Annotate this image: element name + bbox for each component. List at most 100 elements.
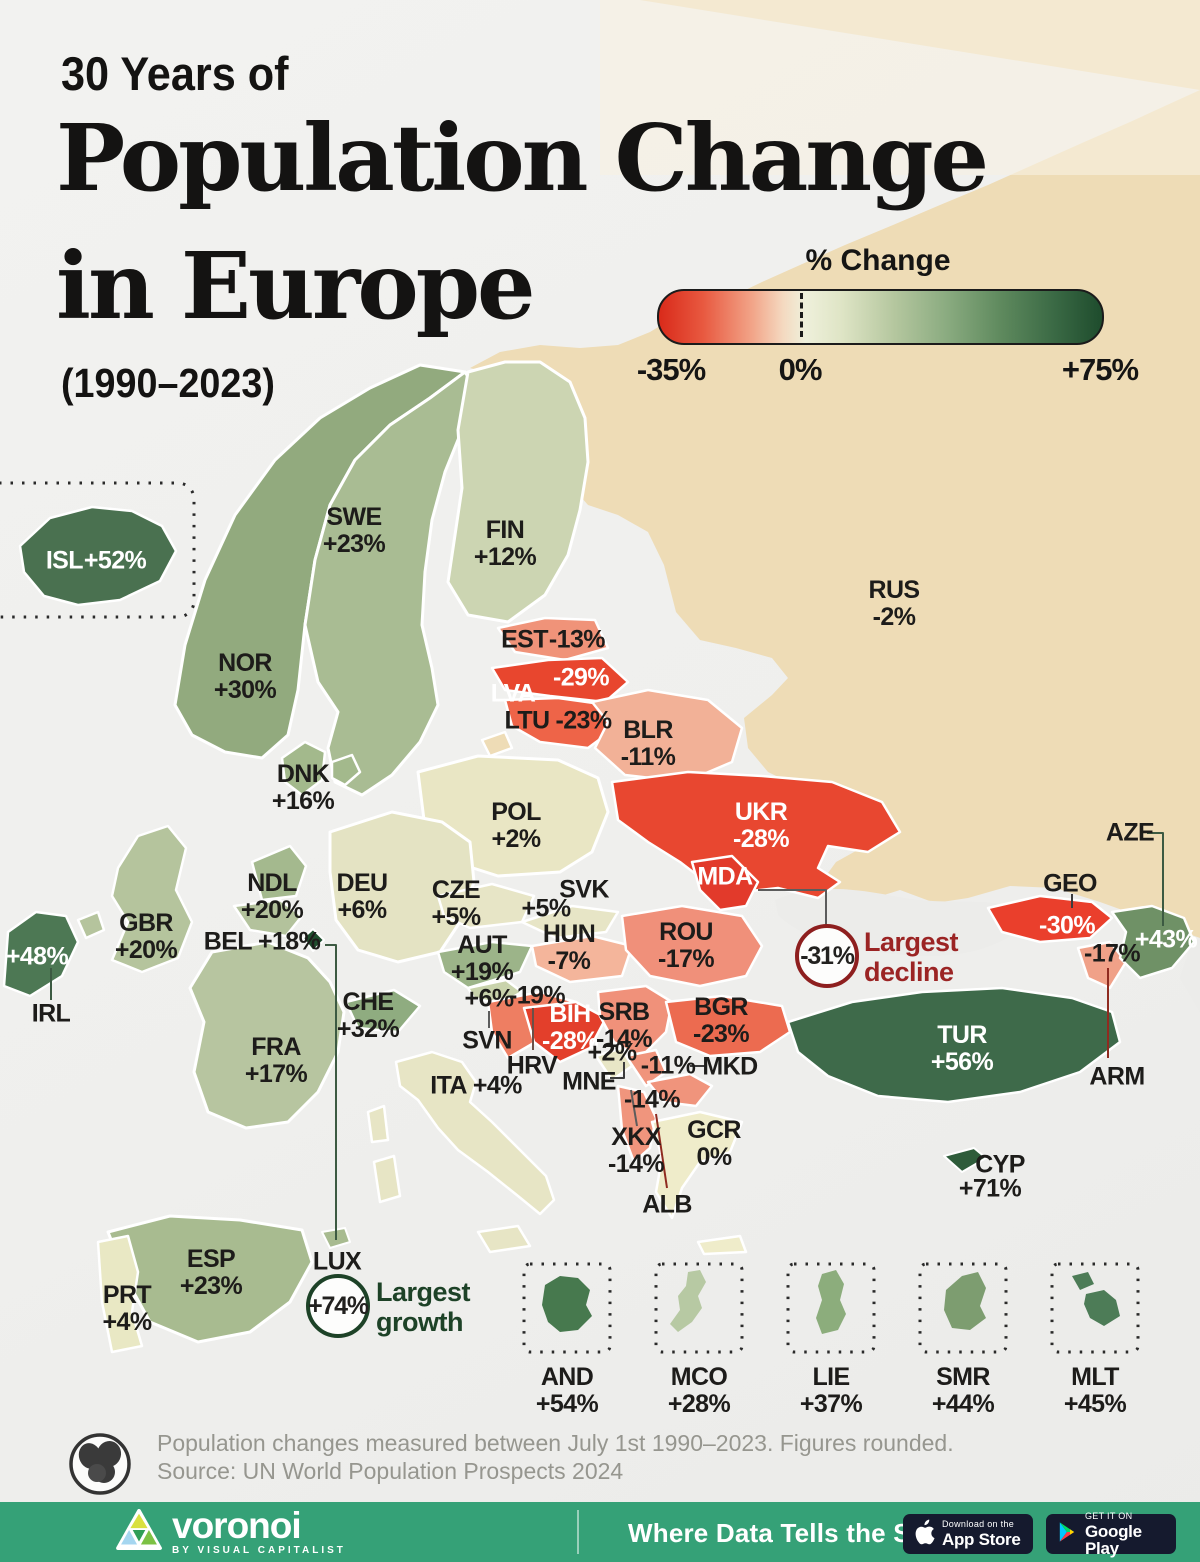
label-bgr: BGR -23% [693, 993, 750, 1048]
label-mne-code: MNE [562, 1067, 616, 1096]
leader-xkx [630, 1089, 638, 1127]
google-play-icon [1056, 1520, 1078, 1549]
label-and: AND +54% [535, 1363, 599, 1418]
bottom-brand-bar: voronoi BY VISUAL CAPITALIST Where Data … [0, 1502, 1200, 1562]
country-shape-xkx [624, 1048, 668, 1088]
country-shape-rus [470, 0, 1200, 938]
legend-min-label: -35% [636, 352, 706, 387]
label-nor: NOR +30% [213, 649, 277, 704]
title-line2: in Europe [56, 232, 536, 340]
label-smr: SMR +44% [931, 1363, 995, 1418]
label-svk-code: SVK [559, 875, 609, 904]
google-play-badge[interactable]: GET IT ON Google Play [1046, 1510, 1176, 1557]
label-svk-value: +5% [521, 894, 572, 923]
largest-decline-label: Largest decline [864, 927, 959, 987]
country-shape-mco [670, 1270, 706, 1332]
label-aut: AUT +19% [450, 931, 514, 986]
arctic-fade [600, 0, 1200, 175]
label-rus: RUS -2% [868, 576, 921, 631]
label-srb: SRB -14% [596, 998, 653, 1053]
label-mkd-code: MKD [702, 1052, 758, 1081]
country-shape-lva [490, 656, 630, 704]
label-blr: BLR -11% [620, 716, 676, 771]
legend-title: % Change [805, 244, 951, 277]
country-shape-deu [328, 810, 476, 964]
footer-notes: Population changes measured between July… [157, 1429, 954, 1485]
voronoi-wordmark: voronoi [172, 1505, 302, 1546]
title-kicker: 30 Years of [61, 47, 289, 100]
label-swe: SWE +23% [322, 503, 386, 558]
label-lie: LIE +37% [799, 1363, 863, 1418]
country-shape-prt [96, 1234, 144, 1354]
label-esp: ESP +23% [179, 1245, 243, 1300]
label-isl: ISL+52% [45, 546, 147, 575]
country-shape-gcr [650, 1110, 748, 1256]
country-shape-fra [188, 940, 346, 1130]
leader-mne [610, 1062, 625, 1079]
country-shape-hun [530, 934, 634, 984]
country-shape-ita [366, 1050, 556, 1254]
country-shape-est [496, 616, 610, 662]
caspian-edge [1180, 938, 1200, 1012]
country-shape-irl [2, 910, 80, 998]
label-ita: ITA +4% [430, 1071, 522, 1100]
label-che: CHE +32% [336, 988, 400, 1043]
country-shape-aut [436, 940, 534, 990]
label-aze-code: AZE [1105, 818, 1155, 847]
country-shape-mda [690, 854, 760, 912]
label-rou: ROU -17% [658, 918, 715, 973]
label-svn-value: +6% [464, 984, 515, 1013]
country-shape-ndl [250, 844, 308, 902]
label-est: EST-13% [501, 625, 605, 654]
country-shape-arm [1076, 940, 1128, 990]
app-store-badge-top: Download on the [942, 1519, 1015, 1529]
label-mne-value: +2% [587, 1038, 638, 1067]
label-geo-code: GEO [1043, 869, 1097, 898]
label-ndl: NDL +20% [240, 869, 304, 924]
country-shape-mlt [1072, 1272, 1120, 1326]
leader-alb [655, 1113, 668, 1189]
label-prt: PRT +4% [102, 1281, 153, 1336]
label-svn-code: SVN [462, 1026, 512, 1055]
legend-max-label: +75% [1061, 352, 1139, 387]
country-shape-dnk [280, 740, 362, 797]
kaliningrad-shape [480, 730, 514, 758]
label-gbr: GBR +20% [114, 909, 178, 964]
title-line1: Population Change [56, 104, 989, 212]
country-shape-lux [302, 928, 325, 952]
label-mda-code: MDA [697, 862, 753, 891]
country-shape-smr [944, 1272, 986, 1330]
label-cyp-code: CYP [975, 1150, 1025, 1179]
label-xkx: XKX -14% [608, 1123, 665, 1178]
label-hrv-code: HRV [506, 1051, 558, 1080]
label-bel: BEL +18% [203, 927, 321, 956]
label-tur: TUR +56% [930, 1021, 994, 1076]
leader-lux [325, 944, 337, 1240]
country-shape-lie [816, 1270, 846, 1334]
label-lux-code: LUX [312, 1247, 362, 1276]
title-years: (1990–2023) [61, 360, 275, 406]
country-shape-bel [232, 898, 304, 938]
country-shape-cyp [943, 1147, 987, 1173]
app-store-badge[interactable]: Download on the App Store [903, 1514, 1033, 1554]
apple-icon [913, 1519, 935, 1550]
voronoi-triangle-icon [116, 1509, 162, 1556]
label-alb-code: ALB [642, 1190, 692, 1219]
label-cyp-value: +71% [958, 1174, 1022, 1203]
label-dnk: DNK +16% [271, 760, 335, 815]
voronoi-byline: BY VISUAL CAPITALIST [172, 1545, 346, 1556]
country-shape-mkd [646, 1072, 714, 1108]
footer-source-line: Source: UN World Population Prospects 20… [157, 1458, 624, 1484]
leader-aze [1147, 832, 1164, 926]
google-play-badge-top: GET IT ON [1085, 1510, 1133, 1521]
bar-divider [577, 1510, 579, 1554]
legend-gradient-bar [657, 289, 1104, 345]
country-shape-fin [446, 360, 590, 624]
country-shape-geo [986, 894, 1114, 944]
country-shape-isl [18, 505, 178, 607]
label-aze-value: +43% [1134, 925, 1198, 954]
label-cze: CZE +5% [431, 876, 482, 931]
largest-decline-circle: -31% [795, 924, 859, 988]
label-irl-code: IRL [31, 999, 71, 1028]
